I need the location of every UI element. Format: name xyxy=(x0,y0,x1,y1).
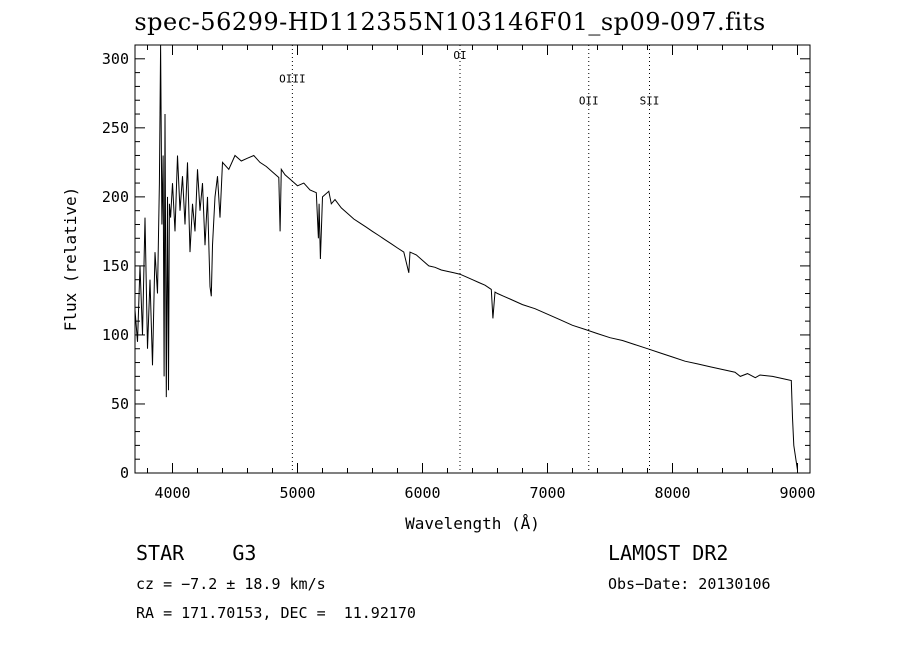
chart-title: spec-56299-HD112355N103146F01_sp09-097.f… xyxy=(134,8,766,36)
line-label-oii: OII xyxy=(579,94,599,107)
y-tick-label: 0 xyxy=(120,464,129,482)
y-tick-label: 250 xyxy=(102,119,129,137)
y-tick-label: 150 xyxy=(102,257,129,275)
line-label-oi: OI xyxy=(453,49,466,62)
x-tick-label: 6000 xyxy=(404,484,440,502)
observation-date: Obs−Date: 20130106 xyxy=(608,575,771,593)
x-tick-label: 8000 xyxy=(654,484,690,502)
object-class: STAR G3 xyxy=(136,541,257,565)
plot-frame xyxy=(134,44,811,474)
x-tick-label: 4000 xyxy=(154,484,190,502)
line-label-sii: SII xyxy=(640,94,660,107)
x-tick-label: 9000 xyxy=(779,484,815,502)
y-tick-label: 100 xyxy=(102,326,129,344)
y-axis-label: Flux (relative) xyxy=(61,187,80,332)
coordinates-readout: RA = 171.70153, DEC = 11.92170 xyxy=(136,604,416,622)
x-axis-label: Wavelength (Å) xyxy=(405,514,540,533)
line-label-oiii: OIII xyxy=(279,72,306,85)
y-tick-label: 200 xyxy=(102,188,129,206)
velocity-readout: cz = −7.2 ± 18.9 km/s xyxy=(136,575,326,593)
x-tick-label: 5000 xyxy=(279,484,315,502)
y-tick-label: 50 xyxy=(111,395,129,413)
y-tick-label: 300 xyxy=(102,50,129,68)
spectrum-series-line xyxy=(134,44,798,471)
x-tick-label: 7000 xyxy=(529,484,565,502)
survey-name: LAMOST DR2 xyxy=(608,541,729,565)
